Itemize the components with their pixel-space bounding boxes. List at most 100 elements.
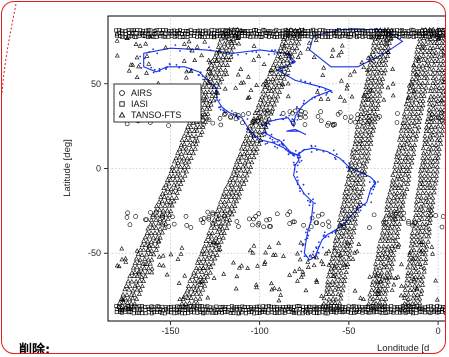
tanso-fts-point [347, 208, 353, 213]
tanso-fts-point [394, 194, 400, 200]
tanso-fts-point [283, 40, 289, 45]
tanso-fts-point [278, 54, 284, 59]
tanso-fts-point [374, 83, 380, 89]
airs-point [235, 112, 241, 118]
tanso-fts-point [430, 251, 435, 256]
tanso-fts-point [431, 94, 437, 99]
tanso-fts-point [420, 80, 426, 85]
tanso-fts-point [358, 295, 363, 300]
tanso-fts-point [432, 150, 439, 156]
tanso-fts-point [145, 256, 151, 262]
tanso-fts-point [235, 155, 241, 161]
coast-speck [314, 202, 316, 205]
iasi-point [363, 29, 367, 34]
tanso-fts-point [397, 176, 403, 182]
tanso-fts-point [430, 26, 436, 32]
tanso-fts-point [230, 44, 236, 50]
tanso-fts-point [426, 49, 432, 55]
tanso-fts-point [244, 150, 250, 155]
iasi-point [215, 28, 220, 33]
tanso-fts-point [381, 264, 387, 270]
x-tick-label: -50 [342, 326, 355, 336]
coast-speck [308, 229, 311, 232]
tanso-fts-point [431, 40, 437, 45]
iasi-point [442, 305, 445, 310]
tanso-fts-point [370, 44, 376, 50]
tanso-fts-point [276, 80, 282, 85]
tanso-fts-point [211, 247, 217, 252]
tanso-fts-point [409, 115, 415, 120]
tanso-fts-point [139, 242, 145, 248]
tanso-fts-point [353, 137, 359, 143]
tanso-fts-point [421, 202, 427, 208]
tanso-fts-point [409, 97, 415, 103]
tanso-fts-point [276, 297, 282, 303]
iasi-point [280, 34, 285, 39]
tanso-fts-point [305, 259, 311, 264]
tanso-fts-point [217, 79, 223, 85]
tanso-fts-point [188, 146, 194, 151]
tanso-fts-point [363, 102, 369, 108]
tanso-fts-point [149, 247, 155, 253]
tanso-fts-point [428, 124, 434, 129]
iasi-point [164, 28, 169, 33]
tanso-fts-point [421, 265, 427, 271]
tanso-fts-point [218, 67, 224, 72]
tanso-fts-point [382, 45, 388, 50]
tanso-fts-point [390, 195, 396, 200]
tanso-fts-point [385, 260, 391, 266]
tanso-fts-point [232, 182, 238, 187]
iasi-point [367, 35, 371, 40]
airs-point [133, 214, 138, 219]
tanso-fts-point [336, 242, 343, 248]
tanso-fts-point [191, 300, 197, 305]
tanso-fts-point [376, 58, 382, 64]
coast-speck [342, 160, 345, 162]
tanso-fts-point [416, 119, 422, 124]
tanso-fts-point [404, 277, 410, 283]
tanso-fts-point [243, 133, 249, 139]
tanso-fts-point [287, 272, 292, 277]
tanso-fts-point [149, 266, 155, 271]
coast-speck [295, 153, 298, 156]
tanso-fts-point [208, 84, 214, 90]
tanso-fts-point [430, 194, 436, 200]
coast-speck [317, 241, 320, 244]
iasi-point [280, 28, 285, 33]
airs-point [389, 213, 395, 218]
tanso-fts-point [153, 225, 159, 230]
tanso-fts-point [400, 124, 406, 130]
tanso-fts-point [205, 111, 211, 116]
tanso-fts-point [378, 40, 384, 45]
tanso-fts-point [367, 106, 373, 111]
y-axis-label: Latitude [deg] [62, 139, 73, 197]
tanso-fts-point [330, 295, 336, 301]
tanso-fts-point [361, 111, 367, 116]
tanso-fts-point [376, 243, 382, 249]
coast-speck [325, 93, 328, 96]
airs-point [269, 109, 275, 114]
tanso-fts-point [439, 128, 445, 133]
tanso-fts-point [386, 274, 392, 280]
tanso-fts-point [167, 173, 173, 178]
tanso-fts-point [126, 68, 132, 73]
tanso-fts-point [298, 274, 304, 279]
tanso-fts-point [114, 52, 120, 58]
tanso-fts-point [417, 98, 423, 103]
tanso-fts-point [434, 164, 440, 169]
tanso-fts-point [198, 282, 204, 287]
tanso-fts-point [231, 198, 237, 204]
tanso-fts-point [427, 66, 433, 72]
tanso-fts-point [116, 263, 122, 269]
tanso-fts-point [435, 31, 441, 37]
tanso-fts-point [428, 185, 434, 190]
tanso-fts-point [179, 158, 185, 164]
tanso-fts-point [349, 234, 355, 239]
tanso-fts-point [410, 111, 416, 116]
coast-speck [208, 46, 210, 49]
tanso-fts-point [226, 26, 232, 32]
tanso-fts-point [177, 172, 183, 178]
tanso-fts-point [379, 234, 385, 240]
tanso-fts-point [127, 305, 133, 310]
